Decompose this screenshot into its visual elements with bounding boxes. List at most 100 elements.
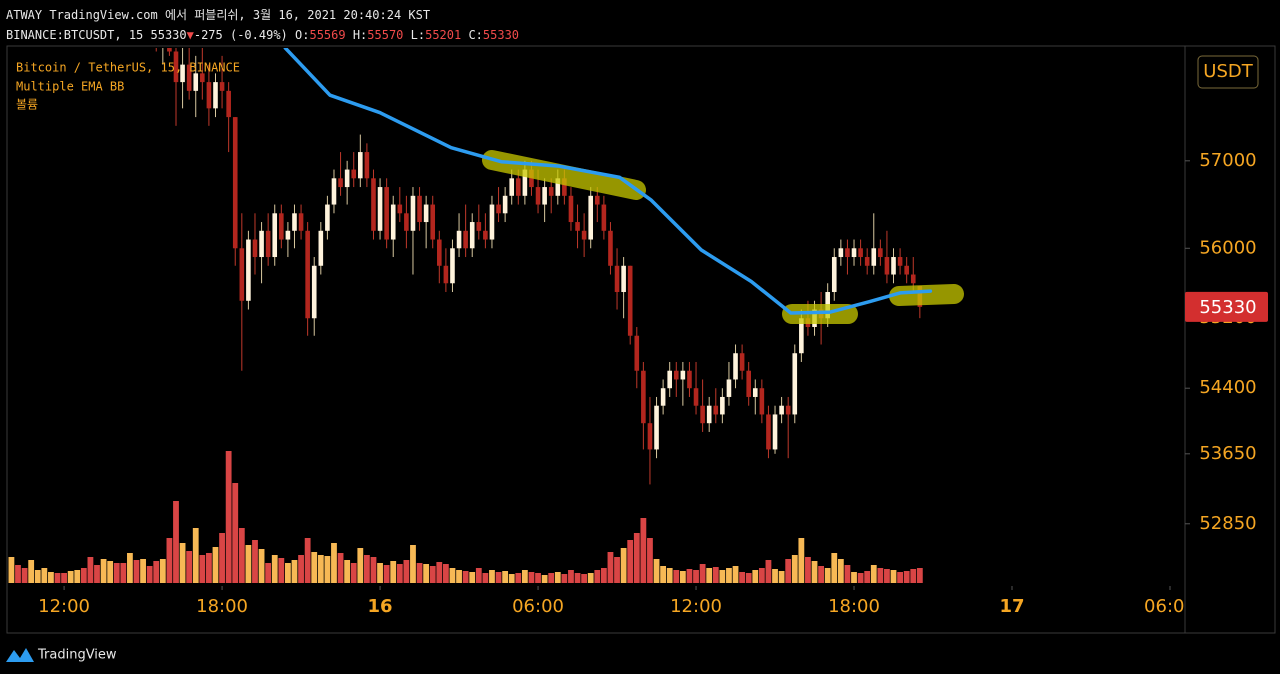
candle-body <box>259 230 264 258</box>
volume-bar <box>192 528 199 583</box>
volume-bar <box>120 563 127 583</box>
o-label: O: <box>295 28 310 42</box>
candle-body <box>667 370 673 389</box>
candle-body <box>417 195 422 223</box>
h-label: H: <box>352 28 368 42</box>
volume-bar <box>772 569 778 583</box>
candle-body <box>390 204 396 240</box>
x-tick-label: 17 <box>999 596 1024 617</box>
volume-bar <box>824 568 831 583</box>
candle-body <box>548 187 554 196</box>
volume-bar <box>818 566 825 583</box>
candle-body <box>364 152 370 179</box>
volume-bar <box>140 559 146 583</box>
volume-bar <box>133 560 140 583</box>
volume-bar <box>633 533 640 583</box>
candle-body <box>75 0 80 3</box>
volume-bar <box>258 549 265 583</box>
volume-bar <box>390 561 397 583</box>
candle-body <box>726 379 732 397</box>
header: ATWAY TradingView.com 에서 퍼블리쉬, 3월 16, 20… <box>6 5 519 45</box>
candle-body <box>884 257 890 275</box>
candle-body <box>693 388 699 406</box>
candle-body <box>469 222 475 249</box>
volume-bar <box>219 533 225 583</box>
candle-body <box>430 204 436 240</box>
volume-bar <box>521 570 528 583</box>
candle-body <box>265 230 271 258</box>
volume-bar <box>653 559 660 583</box>
h: 55570 <box>367 28 404 42</box>
volume-bar <box>673 570 680 583</box>
candle-body <box>186 64 192 91</box>
volume-bar <box>199 555 206 583</box>
candle-body <box>68 3 73 7</box>
candle-body <box>351 169 357 179</box>
candle-body <box>246 239 251 301</box>
volume-bar <box>146 566 153 583</box>
volume-bar <box>462 571 469 583</box>
candle-body <box>878 248 883 258</box>
candle-body <box>673 370 679 380</box>
x-tick-label: 06:00 <box>512 596 564 617</box>
volume-bar <box>877 568 884 583</box>
volume-bar <box>410 545 416 583</box>
volume-bar <box>805 557 811 583</box>
volume-bar <box>429 566 436 583</box>
candle-body <box>141 25 146 34</box>
volume-bar <box>884 569 890 583</box>
candle-body <box>700 405 705 424</box>
ema-line <box>283 48 933 315</box>
x-tick-label: 18:00 <box>828 596 880 617</box>
candle-body <box>542 187 547 205</box>
volume-bar <box>535 573 541 583</box>
volume-bar <box>252 540 258 583</box>
volume-bar <box>785 559 792 583</box>
candle-body <box>575 222 580 231</box>
candle-body <box>226 90 231 118</box>
candle-body <box>29 8 34 17</box>
volume-bar <box>456 570 462 583</box>
candle-body <box>614 265 620 293</box>
volume-bar <box>28 560 35 583</box>
volume-bar <box>311 552 318 583</box>
legend-volume: 볼륨 <box>16 98 38 112</box>
y-tick-label: 52850 <box>1199 513 1256 534</box>
candle-body <box>496 204 501 214</box>
candle-body <box>344 169 350 188</box>
volume-bar <box>916 568 923 583</box>
volume-bar <box>67 571 74 583</box>
volume-bar <box>903 571 910 583</box>
volume-bar <box>403 560 410 583</box>
volume-bar <box>416 563 423 583</box>
symbol: BINANCE:BTCUSDT, 15 55330 <box>6 28 187 42</box>
candle-body <box>325 204 330 231</box>
candle-body <box>858 248 863 258</box>
volume-bar <box>528 572 535 583</box>
candle-body <box>515 178 521 196</box>
volume-bar <box>568 570 574 583</box>
volume-bar <box>127 553 133 583</box>
candle-body <box>35 0 40 8</box>
candle-body <box>733 353 738 380</box>
candle-body <box>437 239 442 266</box>
candle-body <box>147 25 152 29</box>
change: -275 (-0.49%) <box>193 28 288 42</box>
volume-bar <box>660 566 667 583</box>
x-tick-label: 12:00 <box>670 596 722 617</box>
candle-body <box>232 117 238 249</box>
candle-body <box>779 405 784 415</box>
candle-body <box>62 0 67 8</box>
candle-body <box>338 178 343 188</box>
volume-bar <box>74 570 81 583</box>
candle-body <box>213 82 218 109</box>
volume-bar <box>554 572 561 583</box>
o: 55569 <box>309 28 346 42</box>
candle-body <box>706 405 712 424</box>
candle-body <box>831 257 837 293</box>
candle-body <box>16 0 21 3</box>
candle-body <box>562 178 567 196</box>
candle-layer <box>16 0 923 485</box>
candle-body <box>627 265 633 336</box>
